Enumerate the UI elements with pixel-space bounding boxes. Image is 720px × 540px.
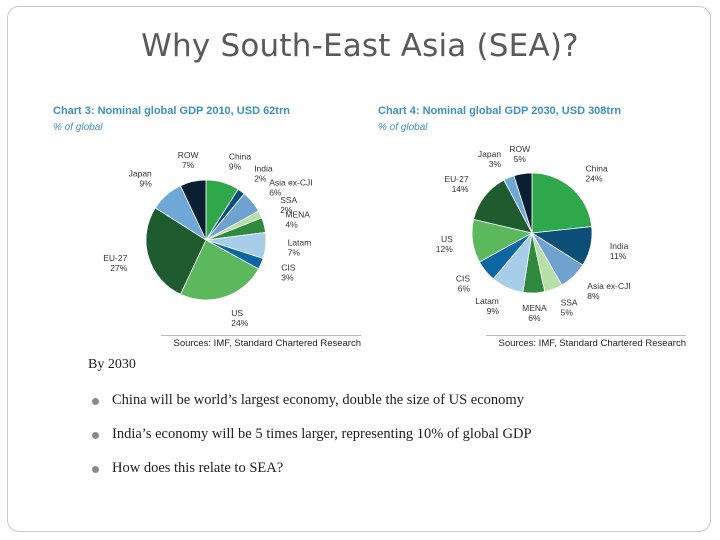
pie-category-label: EU-27 (445, 174, 469, 184)
pie-category-label: ROW (178, 150, 199, 160)
pie-value-label: 27% (110, 263, 127, 273)
bullet-dot (92, 466, 99, 473)
pie-category-label: MENA (285, 210, 310, 220)
pie-category-label: Japan (478, 149, 501, 159)
bullet-text: China will be world’s largest economy, d… (112, 392, 524, 408)
pie-category-label: US (231, 308, 243, 318)
pie-value-label: 24% (586, 174, 603, 184)
pie-value-label: 14% (452, 184, 469, 194)
pie-category-label: ROW (509, 144, 530, 154)
pie-category-label: SSA (561, 298, 578, 308)
pie-category-label: Japan (129, 169, 152, 179)
slide-frame (7, 6, 711, 532)
pie-category-label: India (254, 164, 273, 174)
bullet-text: How does this relate to SEA? (112, 460, 284, 476)
intro-text: By 2030 (88, 357, 136, 372)
chart-2010-panel: Chart 3: Nominal global GDP 2010, USD 62… (50, 103, 362, 349)
pie-category-label: India (610, 241, 629, 251)
chart-2010-title: Chart 3: Nominal global GDP 2010, USD 62… (53, 105, 290, 117)
pie-value-label: 11% (610, 251, 627, 261)
pie-category-label: SSA (280, 195, 297, 205)
pie-category-label: EU-27 (103, 253, 127, 263)
pie-category-label: Asia ex-CJI (587, 281, 630, 291)
pie-value-label: 6% (269, 188, 282, 198)
pie-category-label: China (586, 164, 608, 174)
chart-2010-subtitle: % of global (53, 122, 103, 133)
pie-slice-china (531, 172, 593, 234)
pie-slice-us (179, 239, 260, 301)
pie-value-label: 5% (514, 154, 527, 164)
pie-value-label: 7% (182, 160, 195, 170)
pie-slice-eu-27 (145, 207, 207, 295)
pie-value-label: 8% (587, 291, 600, 301)
pie-value-label: 7% (288, 248, 301, 258)
chart-2010-source: Sources: IMF, Standard Chartered Researc… (161, 335, 361, 349)
pie-slice-row (513, 172, 533, 234)
pie-value-label: 9% (229, 161, 242, 171)
pie-value-label: 9% (487, 306, 500, 316)
pie-value-label: 6% (458, 284, 471, 294)
pie-value-label: 5% (561, 308, 574, 318)
pie-category-label: CIS (456, 274, 471, 284)
pie-category-label: CIS (281, 263, 296, 273)
pie-value-label: 2% (280, 205, 293, 215)
bullet-dot (92, 398, 99, 405)
pie-slice-row (179, 179, 207, 241)
pie-value-label: 6% (528, 313, 541, 323)
pie-value-label: 3% (281, 273, 294, 283)
chart-2030-title: Chart 4: Nominal global GDP 2030, USD 30… (378, 105, 622, 117)
pie-value-label: 2% (254, 174, 267, 184)
bullet-text: India’s economy will be 5 times larger, … (112, 426, 532, 442)
pie-value-label: 3% (489, 159, 502, 169)
pie-category-label: Latam (288, 238, 312, 248)
pie-category-label: US (441, 234, 453, 244)
pie-category-label: China (229, 151, 251, 161)
chart-2030-subtitle: % of global (378, 122, 428, 133)
chart-2030-source: Sources: IMF, Standard Chartered Researc… (486, 335, 686, 349)
bullet-dot (92, 432, 99, 439)
pie-value-label: 4% (285, 220, 298, 230)
pie-value-label: 9% (140, 179, 153, 189)
pie-value-label: 12% (436, 244, 453, 254)
slide-title: Why South-East Asia (SEA)? (141, 28, 579, 64)
chart-2030-panel: Chart 4: Nominal global GDP 2030, USD 30… (375, 103, 687, 349)
pie-category-label: MENA (522, 303, 547, 313)
pie-value-label: 24% (231, 318, 248, 328)
pie-category-label: Asia ex-CJI (269, 178, 312, 188)
pie-category-label: Latam (475, 296, 499, 306)
